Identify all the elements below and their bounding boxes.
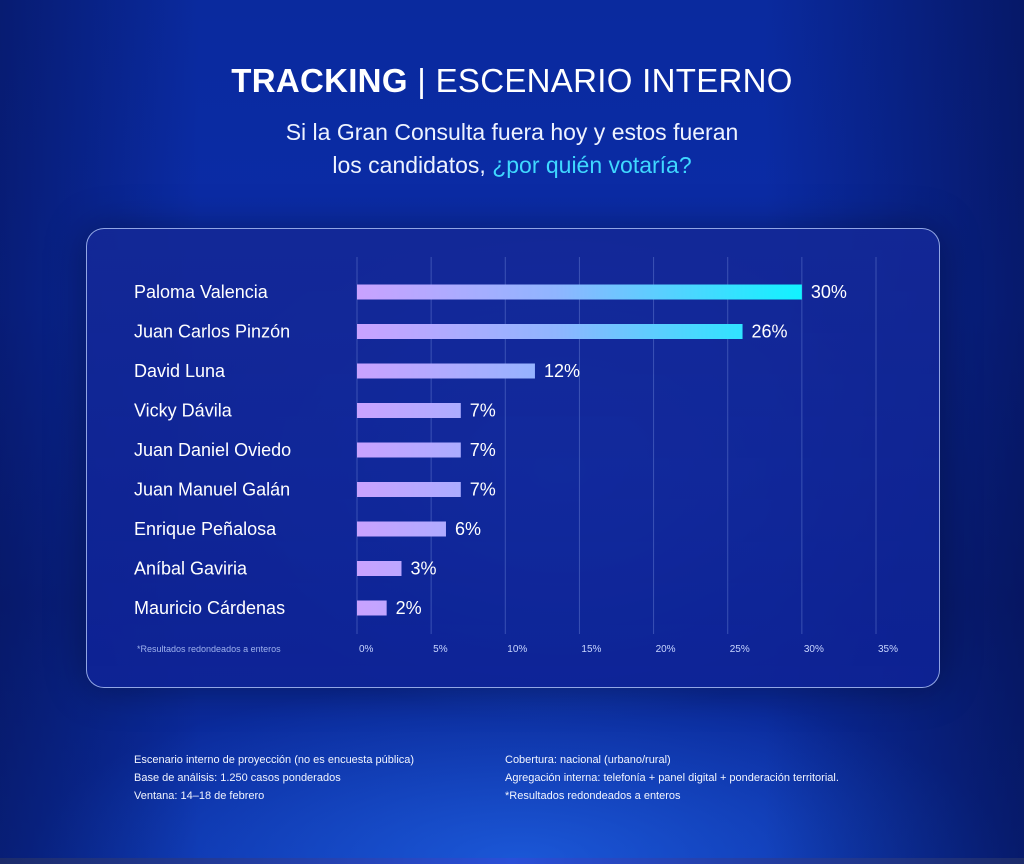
footer-right-line: Cobertura: nacional (urbano/rural) xyxy=(505,754,671,766)
bar xyxy=(357,284,802,300)
bar-value-label: 7% xyxy=(470,401,496,421)
bar-value-label: 6% xyxy=(455,519,481,539)
candidate-label: Paloma Valencia xyxy=(134,282,269,302)
bar-value-label: 3% xyxy=(410,559,436,579)
subtitle-line-2: los candidatos, ¿por quién votaría? xyxy=(0,149,1024,182)
bar-value-label: 7% xyxy=(470,480,496,500)
bar xyxy=(357,363,535,379)
subtitle-plain: los candidatos, xyxy=(332,152,493,178)
footer-right: Cobertura: nacional (urbano/rural) Agreg… xyxy=(505,751,839,805)
title-separator: | xyxy=(407,62,436,99)
footer-left: Escenario interno de proyección (no es e… xyxy=(134,751,414,805)
title-bold: TRACKING xyxy=(231,62,408,99)
bar-value-label: 30% xyxy=(811,282,847,302)
footer-right-line: Agregación interna: telefonía + panel di… xyxy=(505,772,839,784)
title-light: ESCENARIO INTERNO xyxy=(435,62,793,99)
x-tick-label: 20% xyxy=(656,644,676,655)
x-tick-label: 10% xyxy=(507,644,527,655)
candidate-label: Juan Carlos Pinzón xyxy=(134,322,290,342)
x-tick-label: 30% xyxy=(804,644,824,655)
x-tick-label: 25% xyxy=(730,644,750,655)
candidate-label: Juan Daniel Oviedo xyxy=(134,440,291,460)
bar xyxy=(357,403,461,418)
footer-left-line: Ventana: 14–18 de febrero xyxy=(134,790,265,802)
footer-left-line: Escenario interno de proyección (no es e… xyxy=(134,754,415,766)
footer-right-line: *Resultados redondeados a enteros xyxy=(505,790,681,802)
page-subtitle: Si la Gran Consulta fuera hoy y estos fu… xyxy=(0,116,1024,182)
bar xyxy=(357,482,461,497)
x-tick-label: 0% xyxy=(359,644,374,655)
candidate-label: Aníbal Gaviria xyxy=(134,559,248,579)
subtitle-accent: ¿por quién votaría? xyxy=(492,152,692,178)
bar-value-label: 12% xyxy=(544,361,580,381)
bar-chart: Paloma Valencia 30% Juan Carlos Pinzón 26% D… xyxy=(134,257,898,655)
bottom-accent-line xyxy=(0,858,1024,864)
footer-left-line: Base de análisis: 1.250 casos ponderados xyxy=(134,772,341,784)
bar xyxy=(357,521,446,537)
x-tick-label: 15% xyxy=(581,644,601,655)
candidate-label: David Luna xyxy=(134,361,226,381)
bar xyxy=(357,442,461,458)
bar xyxy=(357,600,387,616)
chart-footnote: *Resultados redondeados a enteros xyxy=(137,644,281,654)
bar xyxy=(357,561,402,576)
bar-value-label: 7% xyxy=(470,440,496,460)
bar-value-label: 2% xyxy=(396,598,422,618)
candidate-label: Vicky Dávila xyxy=(134,401,233,421)
bar xyxy=(357,324,743,339)
candidate-label: Juan Manuel Galán xyxy=(134,480,290,500)
candidate-label: Mauricio Cárdenas xyxy=(134,598,285,618)
candidate-label: Enrique Peñalosa xyxy=(134,519,277,539)
chart-card: Paloma Valencia 30% Juan Carlos Pinzón 26% D… xyxy=(86,228,940,688)
x-tick-label: 5% xyxy=(433,644,448,655)
x-tick-label: 35% xyxy=(878,644,898,655)
subtitle-line-1: Si la Gran Consulta fuera hoy y estos fu… xyxy=(285,119,739,145)
page-title: TRACKING | ESCENARIO INTERNO xyxy=(0,62,1024,100)
bar-value-label: 26% xyxy=(752,322,788,342)
